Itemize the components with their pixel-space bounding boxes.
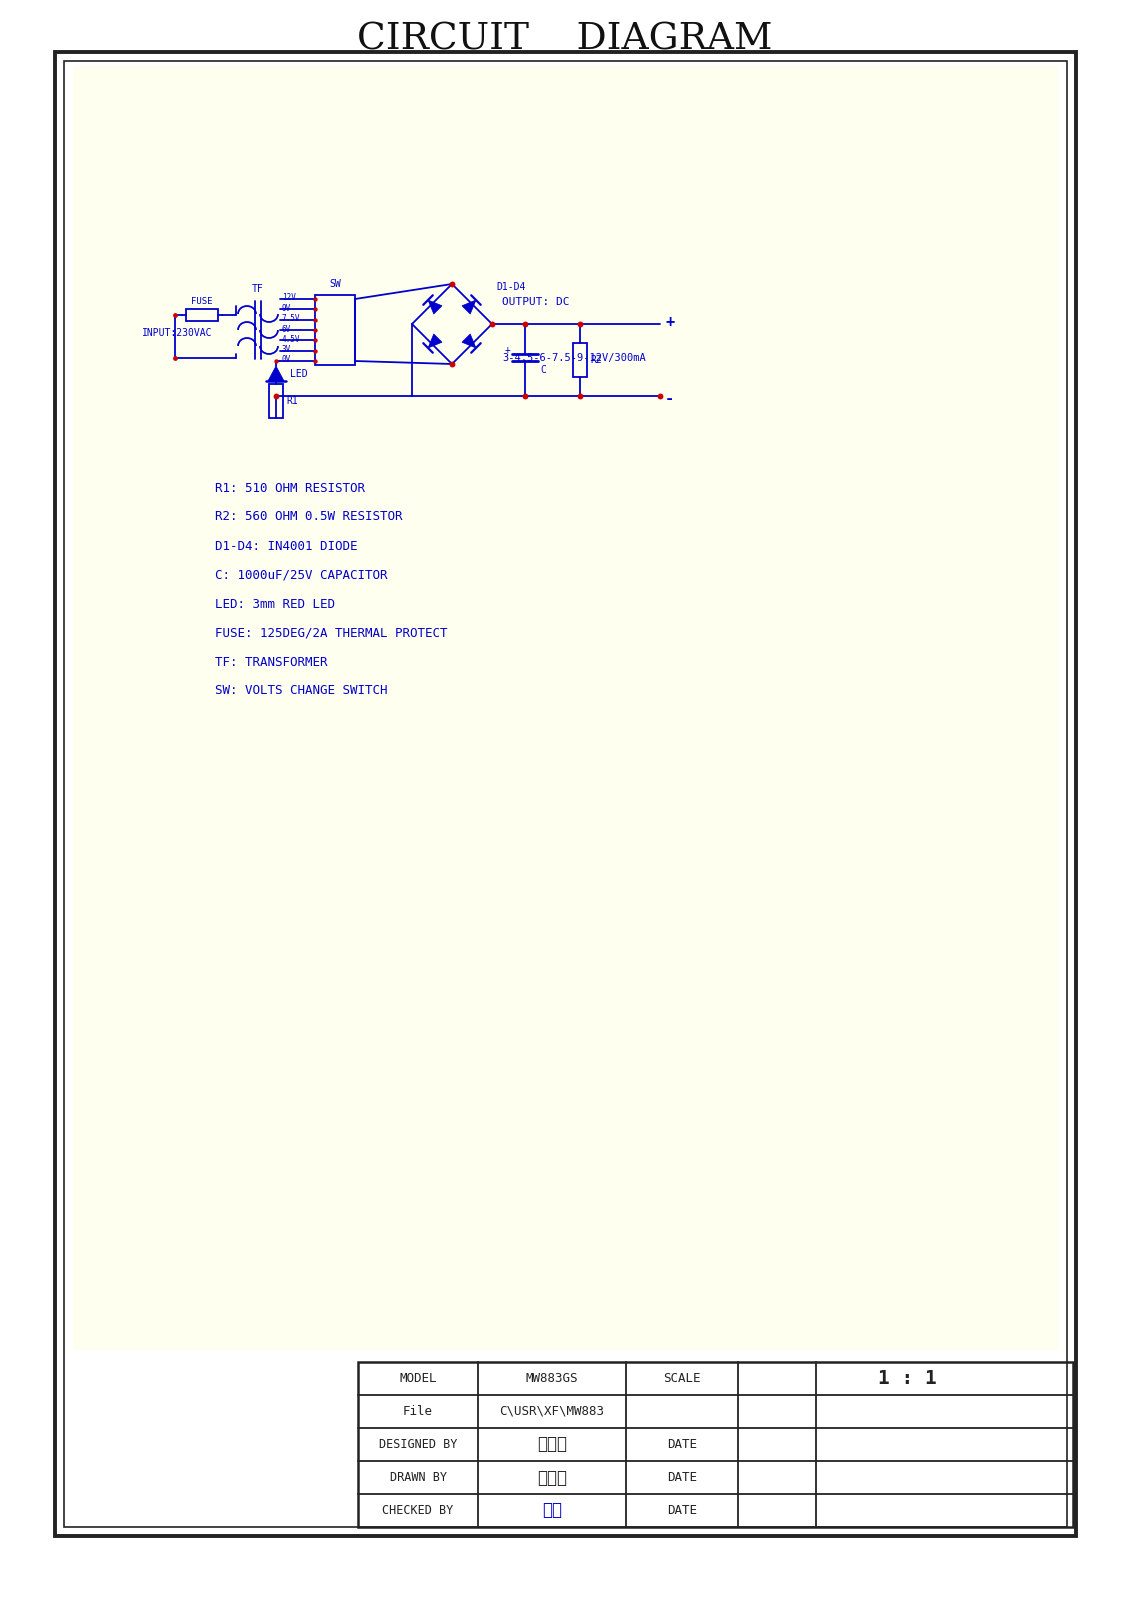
Point (307, 317, 325, 342)
Polygon shape (428, 334, 442, 347)
Point (516, 382, 534, 408)
Polygon shape (461, 301, 476, 314)
Text: DESIGNED BY: DESIGNED BY (379, 1438, 457, 1451)
Text: FUSE: FUSE (191, 298, 213, 307)
Point (166, 302, 184, 328)
Text: C\USR\XF\MW883: C\USR\XF\MW883 (500, 1405, 604, 1418)
Text: SW: VOLTS CHANGE SWITCH: SW: VOLTS CHANGE SWITCH (215, 685, 388, 698)
Point (267, 349, 285, 374)
Point (571, 310, 589, 338)
Text: R1: R1 (286, 397, 297, 406)
Text: R2: 560 OHM 0.5W RESISTOR: R2: 560 OHM 0.5W RESISTOR (215, 510, 403, 523)
Point (307, 307, 325, 333)
Point (166, 346, 184, 371)
Text: R1: 510 OHM RESISTOR: R1: 510 OHM RESISTOR (215, 482, 365, 494)
Text: 9V: 9V (282, 304, 292, 314)
Text: MODEL: MODEL (399, 1371, 437, 1386)
Text: D1-D4: D1-D4 (497, 282, 526, 291)
Text: DATE: DATE (667, 1504, 697, 1517)
Point (307, 349, 325, 374)
Text: 6V: 6V (282, 325, 292, 333)
Text: 3V: 3V (282, 346, 292, 354)
Text: C: C (539, 365, 546, 374)
Text: CIRCUIT    DIAGRAM: CIRCUIT DIAGRAM (357, 22, 772, 58)
Text: R2: R2 (590, 355, 602, 365)
Text: -: - (665, 392, 674, 406)
Text: 3-4.5-6-7.5-9-12V/300mA: 3-4.5-6-7.5-9-12V/300mA (502, 354, 646, 363)
Text: 12V: 12V (282, 293, 296, 302)
Text: 4.5V: 4.5V (282, 334, 301, 344)
Polygon shape (268, 366, 284, 381)
Point (307, 328, 325, 354)
Text: LED: LED (290, 368, 308, 379)
Point (307, 296, 325, 322)
Text: 曾超: 曾超 (542, 1501, 562, 1520)
Text: OUTPUT: DC: OUTPUT: DC (502, 298, 570, 307)
Point (267, 382, 285, 408)
Text: FUSE: 125DEG/2A THERMAL PROTECT: FUSE: 125DEG/2A THERMAL PROTECT (215, 627, 448, 640)
Point (307, 338, 325, 363)
Text: D1-D4: IN4001 DIODE: D1-D4: IN4001 DIODE (215, 539, 357, 552)
Text: INPUT:230VAC: INPUT:230VAC (141, 328, 213, 338)
Text: +: + (506, 346, 511, 355)
Point (307, 286, 325, 312)
Text: File: File (403, 1405, 433, 1418)
Point (443, 270, 461, 298)
Text: TF: TF (252, 285, 264, 294)
Text: SCALE: SCALE (663, 1371, 701, 1386)
Point (483, 310, 501, 338)
Text: 0V: 0V (282, 355, 292, 365)
Text: MW883GS: MW883GS (526, 1371, 578, 1386)
Text: CHECKED BY: CHECKED BY (382, 1504, 454, 1517)
Text: 刘大奉: 刘大奉 (537, 1469, 567, 1486)
Text: 1 : 1: 1 : 1 (878, 1370, 936, 1387)
Text: DATE: DATE (667, 1470, 697, 1485)
Text: LED: 3mm RED LED: LED: 3mm RED LED (215, 597, 335, 611)
Point (516, 310, 534, 338)
Polygon shape (74, 66, 1057, 1350)
Text: DATE: DATE (667, 1438, 697, 1451)
Polygon shape (428, 301, 442, 314)
Point (571, 382, 589, 408)
Point (651, 382, 670, 408)
Text: TF: TRANSFORMER: TF: TRANSFORMER (215, 656, 328, 669)
Text: 刘大奉: 刘大奉 (537, 1435, 567, 1453)
Text: SW: SW (329, 278, 340, 290)
Text: 7.5V: 7.5V (282, 314, 301, 323)
Text: C: 1000uF/25V CAPACITOR: C: 1000uF/25V CAPACITOR (215, 568, 388, 581)
Text: +: + (665, 315, 674, 330)
Point (443, 352, 461, 378)
Text: DRAWN BY: DRAWN BY (389, 1470, 447, 1485)
Polygon shape (461, 334, 476, 347)
